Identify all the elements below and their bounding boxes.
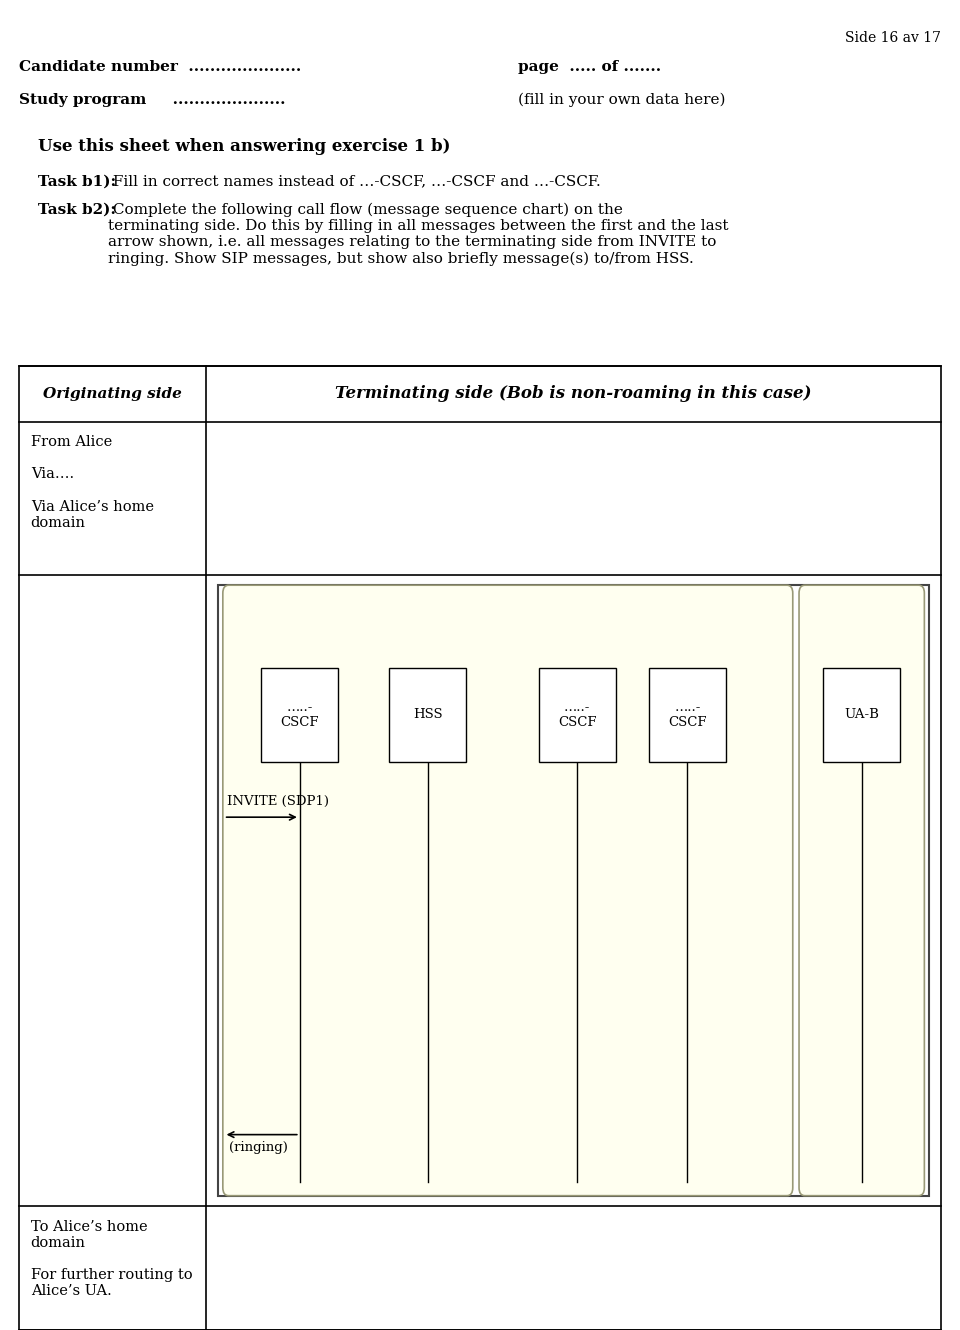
Text: Task b1):: Task b1): [38, 174, 116, 189]
Text: Terminating side (Bob is non-roaming in this case): Terminating side (Bob is non-roaming in … [335, 386, 812, 402]
Text: Candidate number  .....................: Candidate number ..................... [19, 60, 301, 74]
Text: Side 16 av 17: Side 16 av 17 [845, 31, 941, 45]
Bar [649, 668, 726, 762]
FancyBboxPatch shape [799, 585, 924, 1196]
Text: Originating side: Originating side [43, 387, 182, 400]
Text: UA-B: UA-B [844, 709, 879, 721]
Text: page  ..... of .......: page ..... of ....... [518, 60, 661, 74]
FancyBboxPatch shape [223, 585, 793, 1196]
Bar [390, 668, 467, 762]
Text: …..-
CSCF: …..- CSCF [558, 701, 596, 729]
Bar [19, 366, 941, 1330]
Bar [261, 668, 338, 762]
Text: Complete the following call flow (message sequence chart) on the
terminating sid: Complete the following call flow (messag… [108, 202, 729, 266]
Text: INVITE (SDP1): INVITE (SDP1) [227, 795, 328, 807]
Text: (ringing): (ringing) [229, 1141, 288, 1154]
Bar [218, 585, 929, 1196]
Text: Study program     .....................: Study program ..................... [19, 93, 286, 108]
Text: From Alice

Via….

Via Alice’s home
domain: From Alice Via…. Via Alice’s home domain [31, 435, 154, 529]
Bar [539, 668, 615, 762]
Bar [824, 668, 900, 762]
Text: To Alice’s home
domain

For further routing to
Alice’s UA.: To Alice’s home domain For further routi… [31, 1220, 192, 1298]
Text: …..-
CSCF: …..- CSCF [280, 701, 319, 729]
Text: Use this sheet when answering exercise 1 b): Use this sheet when answering exercise 1… [38, 138, 451, 156]
Text: (fill in your own data here): (fill in your own data here) [518, 93, 726, 108]
Text: Fill in correct names instead of …-CSCF, …-CSCF and …-CSCF.: Fill in correct names instead of …-CSCF,… [108, 174, 601, 189]
Text: …..-
CSCF: …..- CSCF [668, 701, 707, 729]
Text: HSS: HSS [413, 709, 443, 721]
Text: Task b2):: Task b2): [38, 202, 116, 217]
